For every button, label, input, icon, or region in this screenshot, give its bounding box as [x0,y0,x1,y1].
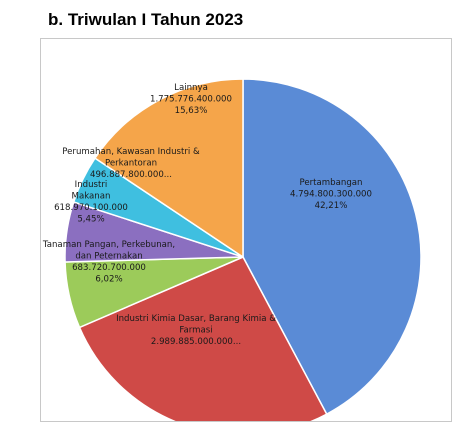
slice-percent-text: 6,02% [95,275,122,285]
slice-value-text: 683.720.700.000 [72,263,146,273]
slice-value-text: 1.775.776.400.000 [150,95,232,105]
slice-label-perumahan-kawasan-industri-perkantoran: Perumahan, Kawasan Industri & Perkantoran… [62,147,200,180]
slice-name-text: Industri Kimia Dasar, Barang Kimia & [116,314,276,324]
slice-label-tanaman-pangan-perkebunan-dan-peternakan: Tanaman Pangan, Perkebunan, dan Peternaka… [42,240,175,285]
chart-title: b. Triwulan I Tahun 2023 [48,10,244,29]
slice-name-text: Tanaman Pangan, Perkebunan, [42,240,175,250]
pie-slice-lainnya [93,78,244,259]
pie-slice-pertambangan [242,78,422,416]
slice-value-text: 4.794.800.300.000 [290,190,372,200]
slice-percent-text: 42,21% [315,201,348,211]
slice-percent-text: 15,63% [175,106,208,116]
slice-name-text: Farmasi [179,326,212,336]
slice-name-text: Perkantoran [105,159,157,169]
slice-value-text: 2.989.885.000.000... [151,337,241,347]
slice-name-text: Makanan [72,192,111,202]
pie-slice-industri-kimia-dasar-barang-kimia-farmasi [78,256,328,421]
slice-name-text: Pertambangan [299,178,362,188]
slice-value-text: 496.887.800.000... [90,170,172,180]
slice-name-text: Perumahan, Kawasan Industri & [62,147,200,157]
chart-plot-area: Pertambangan 4.794.800.300.000 42,21% Indus… [40,38,452,422]
slice-percent-text: 5,45% [77,215,104,225]
slice-name-text: dan Peternakan [75,252,142,262]
slice-name-text: Industri [75,180,108,190]
slice-value-text: 618.970.100.000 [54,203,128,213]
slice-label-industri-kimia-dasar-barang-kimia-farmasi: Industri Kimia Dasar, Barang Kimia & Farm… [116,314,276,347]
slice-name-text: Lainnya [174,83,208,93]
